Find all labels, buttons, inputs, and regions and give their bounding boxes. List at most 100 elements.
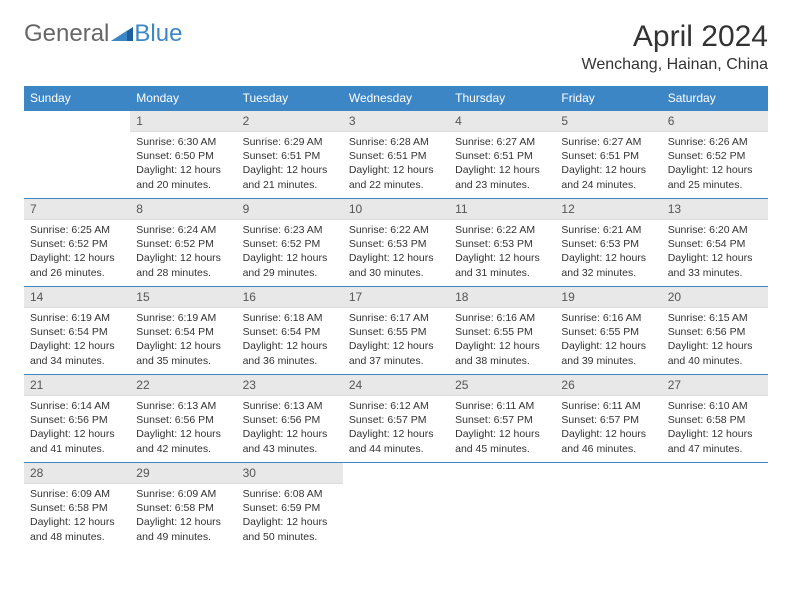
day-details: Sunrise: 6:20 AMSunset: 6:54 PMDaylight:… xyxy=(662,220,768,286)
calendar-day-cell: 16Sunrise: 6:18 AMSunset: 6:54 PMDayligh… xyxy=(237,287,343,375)
calendar-day-cell: 9Sunrise: 6:23 AMSunset: 6:52 PMDaylight… xyxy=(237,199,343,287)
weekday-header: Friday xyxy=(555,86,661,111)
day-details: Sunrise: 6:14 AMSunset: 6:56 PMDaylight:… xyxy=(24,396,130,462)
sunset-line: Sunset: 6:52 PM xyxy=(30,237,124,251)
header: General Blue April 2024 Wenchang, Hainan… xyxy=(24,20,768,74)
day-details: Sunrise: 6:23 AMSunset: 6:52 PMDaylight:… xyxy=(237,220,343,286)
calendar-day-cell: 24Sunrise: 6:12 AMSunset: 6:57 PMDayligh… xyxy=(343,375,449,463)
day-details: Sunrise: 6:16 AMSunset: 6:55 PMDaylight:… xyxy=(449,308,555,374)
sunset-line: Sunset: 6:58 PM xyxy=(668,413,762,427)
day-details: Sunrise: 6:22 AMSunset: 6:53 PMDaylight:… xyxy=(449,220,555,286)
day-details: Sunrise: 6:13 AMSunset: 6:56 PMDaylight:… xyxy=(130,396,236,462)
day-number: 19 xyxy=(555,287,661,308)
sunrise-line: Sunrise: 6:24 AM xyxy=(136,223,230,237)
daylight-line: Daylight: 12 hours and 37 minutes. xyxy=(349,339,443,367)
weekday-header: Monday xyxy=(130,86,236,111)
calendar-day-cell: 22Sunrise: 6:13 AMSunset: 6:56 PMDayligh… xyxy=(130,375,236,463)
calendar-day-cell: 30Sunrise: 6:08 AMSunset: 6:59 PMDayligh… xyxy=(237,463,343,551)
daylight-line: Daylight: 12 hours and 34 minutes. xyxy=(30,339,124,367)
sunset-line: Sunset: 6:54 PM xyxy=(136,325,230,339)
day-details: Sunrise: 6:26 AMSunset: 6:52 PMDaylight:… xyxy=(662,132,768,198)
sunrise-line: Sunrise: 6:25 AM xyxy=(30,223,124,237)
sunrise-line: Sunrise: 6:13 AM xyxy=(136,399,230,413)
day-number: 18 xyxy=(449,287,555,308)
sunset-line: Sunset: 6:55 PM xyxy=(349,325,443,339)
sunset-line: Sunset: 6:51 PM xyxy=(349,149,443,163)
daylight-line: Daylight: 12 hours and 21 minutes. xyxy=(243,163,337,191)
daylight-line: Daylight: 12 hours and 47 minutes. xyxy=(668,427,762,455)
day-number: 22 xyxy=(130,375,236,396)
sunrise-line: Sunrise: 6:08 AM xyxy=(243,487,337,501)
calendar-day-cell: 25Sunrise: 6:11 AMSunset: 6:57 PMDayligh… xyxy=(449,375,555,463)
day-number: 7 xyxy=(24,199,130,220)
day-number: 14 xyxy=(24,287,130,308)
calendar-day-cell: 10Sunrise: 6:22 AMSunset: 6:53 PMDayligh… xyxy=(343,199,449,287)
day-details: Sunrise: 6:25 AMSunset: 6:52 PMDaylight:… xyxy=(24,220,130,286)
location-subtitle: Wenchang, Hainan, China xyxy=(582,56,769,74)
sunrise-line: Sunrise: 6:27 AM xyxy=(561,135,655,149)
day-number: 10 xyxy=(343,199,449,220)
calendar-day-cell xyxy=(24,111,130,199)
sunrise-line: Sunrise: 6:19 AM xyxy=(136,311,230,325)
sunset-line: Sunset: 6:52 PM xyxy=(136,237,230,251)
day-details: Sunrise: 6:27 AMSunset: 6:51 PMDaylight:… xyxy=(449,132,555,198)
calendar-day-cell xyxy=(449,463,555,551)
daylight-line: Daylight: 12 hours and 41 minutes. xyxy=(30,427,124,455)
calendar-body: 1Sunrise: 6:30 AMSunset: 6:50 PMDaylight… xyxy=(24,111,768,551)
day-details: Sunrise: 6:24 AMSunset: 6:52 PMDaylight:… xyxy=(130,220,236,286)
sunrise-line: Sunrise: 6:11 AM xyxy=(455,399,549,413)
day-details: Sunrise: 6:09 AMSunset: 6:58 PMDaylight:… xyxy=(130,484,236,550)
daylight-line: Daylight: 12 hours and 22 minutes. xyxy=(349,163,443,191)
weekday-header: Sunday xyxy=(24,86,130,111)
day-number: 13 xyxy=(662,199,768,220)
day-details: Sunrise: 6:08 AMSunset: 6:59 PMDaylight:… xyxy=(237,484,343,550)
calendar-day-cell: 18Sunrise: 6:16 AMSunset: 6:55 PMDayligh… xyxy=(449,287,555,375)
sunset-line: Sunset: 6:58 PM xyxy=(30,501,124,515)
weekday-header: Thursday xyxy=(449,86,555,111)
day-details: Sunrise: 6:19 AMSunset: 6:54 PMDaylight:… xyxy=(24,308,130,374)
daylight-line: Daylight: 12 hours and 29 minutes. xyxy=(243,251,337,279)
day-number: 12 xyxy=(555,199,661,220)
sunset-line: Sunset: 6:57 PM xyxy=(349,413,443,427)
sunrise-line: Sunrise: 6:12 AM xyxy=(349,399,443,413)
calendar-day-cell: 27Sunrise: 6:10 AMSunset: 6:58 PMDayligh… xyxy=(662,375,768,463)
daylight-line: Daylight: 12 hours and 20 minutes. xyxy=(136,163,230,191)
daylight-line: Daylight: 12 hours and 36 minutes. xyxy=(243,339,337,367)
calendar-day-cell: 15Sunrise: 6:19 AMSunset: 6:54 PMDayligh… xyxy=(130,287,236,375)
calendar-day-cell: 26Sunrise: 6:11 AMSunset: 6:57 PMDayligh… xyxy=(555,375,661,463)
sunset-line: Sunset: 6:55 PM xyxy=(455,325,549,339)
daylight-line: Daylight: 12 hours and 49 minutes. xyxy=(136,515,230,543)
calendar-day-cell: 29Sunrise: 6:09 AMSunset: 6:58 PMDayligh… xyxy=(130,463,236,551)
daylight-line: Daylight: 12 hours and 44 minutes. xyxy=(349,427,443,455)
month-title: April 2024 xyxy=(582,20,769,54)
calendar-day-cell: 7Sunrise: 6:25 AMSunset: 6:52 PMDaylight… xyxy=(24,199,130,287)
weekday-header: Saturday xyxy=(662,86,768,111)
day-number: 8 xyxy=(130,199,236,220)
day-details: Sunrise: 6:17 AMSunset: 6:55 PMDaylight:… xyxy=(343,308,449,374)
calendar-week-row: 28Sunrise: 6:09 AMSunset: 6:58 PMDayligh… xyxy=(24,463,768,551)
logo-text-blue: Blue xyxy=(134,20,182,48)
calendar-table: SundayMondayTuesdayWednesdayThursdayFrid… xyxy=(24,86,768,551)
daylight-line: Daylight: 12 hours and 35 minutes. xyxy=(136,339,230,367)
day-number: 30 xyxy=(237,463,343,484)
sunset-line: Sunset: 6:56 PM xyxy=(30,413,124,427)
day-number: 29 xyxy=(130,463,236,484)
sunrise-line: Sunrise: 6:09 AM xyxy=(136,487,230,501)
sunrise-line: Sunrise: 6:10 AM xyxy=(668,399,762,413)
sunrise-line: Sunrise: 6:11 AM xyxy=(561,399,655,413)
sunset-line: Sunset: 6:53 PM xyxy=(561,237,655,251)
sunset-line: Sunset: 6:53 PM xyxy=(455,237,549,251)
sunset-line: Sunset: 6:51 PM xyxy=(455,149,549,163)
sunrise-line: Sunrise: 6:23 AM xyxy=(243,223,337,237)
calendar-week-row: 14Sunrise: 6:19 AMSunset: 6:54 PMDayligh… xyxy=(24,287,768,375)
day-details: Sunrise: 6:11 AMSunset: 6:57 PMDaylight:… xyxy=(449,396,555,462)
sunrise-line: Sunrise: 6:18 AM xyxy=(243,311,337,325)
daylight-line: Daylight: 12 hours and 24 minutes. xyxy=(561,163,655,191)
calendar-day-cell: 23Sunrise: 6:13 AMSunset: 6:56 PMDayligh… xyxy=(237,375,343,463)
day-details: Sunrise: 6:09 AMSunset: 6:58 PMDaylight:… xyxy=(24,484,130,550)
day-number: 28 xyxy=(24,463,130,484)
calendar-day-cell: 17Sunrise: 6:17 AMSunset: 6:55 PMDayligh… xyxy=(343,287,449,375)
day-details: Sunrise: 6:29 AMSunset: 6:51 PMDaylight:… xyxy=(237,132,343,198)
daylight-line: Daylight: 12 hours and 50 minutes. xyxy=(243,515,337,543)
calendar-day-cell: 8Sunrise: 6:24 AMSunset: 6:52 PMDaylight… xyxy=(130,199,236,287)
